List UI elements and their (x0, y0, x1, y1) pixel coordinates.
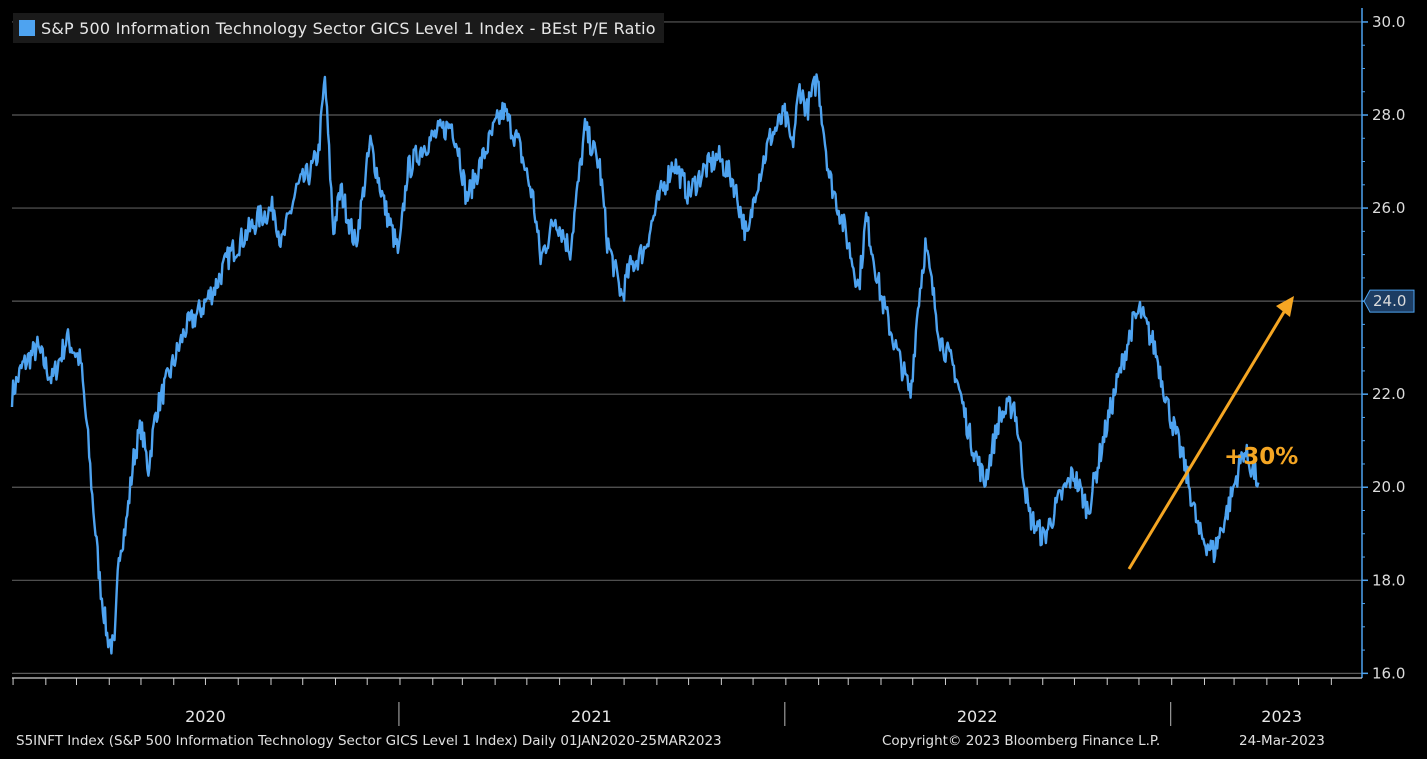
y-tick-label: 18.0 (1372, 571, 1405, 589)
series-line (10, 73, 1260, 655)
footer-copyright: Copyright© 2023 Bloomberg Finance L.P. (882, 733, 1161, 749)
gridlines (12, 21, 1362, 674)
annotation-label: +30% (1224, 444, 1298, 470)
footer-date: 24-Mar-2023 (1239, 733, 1325, 749)
x-axis: 2020 2021 2022 2023 (12, 677, 1362, 726)
y-tick-label: 16.0 (1372, 664, 1405, 682)
last-value-label: 24.0 (1373, 292, 1406, 310)
x-tick-label: 2020 (185, 707, 226, 726)
x-tick-label: 2021 (571, 707, 612, 726)
footer-source: S5INFT Index (S&P 500 Information Techno… (16, 733, 722, 749)
y-tick-label: 20.0 (1372, 478, 1405, 496)
y-tick-label: 30.0 (1372, 13, 1405, 31)
legend-label: S&P 500 Information Technology Sector GI… (41, 18, 656, 38)
x-tick-label: 2022 (957, 707, 998, 726)
series-layer (10, 73, 1260, 655)
x-tick-label: 2023 (1261, 707, 1302, 726)
legend: S&P 500 Information Technology Sector GI… (13, 13, 664, 43)
annotation-arrow-head (1276, 296, 1294, 317)
annotation-arrow-shaft (1127, 301, 1292, 570)
legend-swatch (19, 20, 35, 36)
y-axis: 16.018.020.022.024.026.028.030.024.0 (1361, 8, 1415, 682)
last-value-badge (1363, 289, 1415, 313)
y-tick-label: 22.0 (1372, 385, 1405, 403)
annotation-layer: +30% (1127, 296, 1298, 570)
y-tick-label: 26.0 (1372, 199, 1405, 217)
y-tick-label: 28.0 (1372, 106, 1405, 124)
